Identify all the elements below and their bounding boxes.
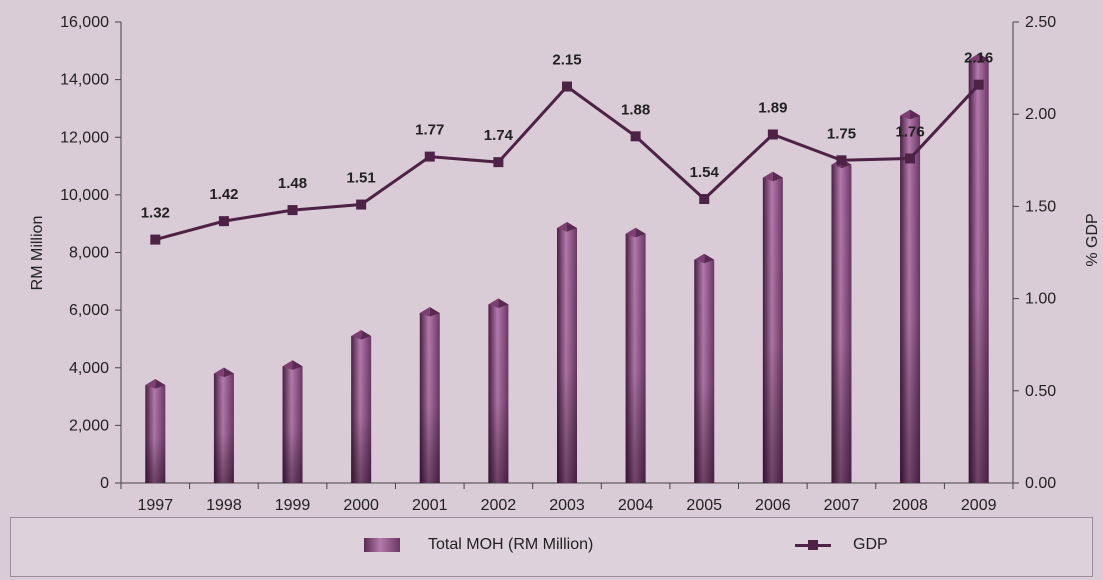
x-tick-label: 1999: [275, 497, 311, 514]
x-tick-label: 2006: [755, 497, 791, 514]
y2-tick-label: 0.50: [1025, 383, 1056, 400]
legend-line-swatch: [795, 538, 831, 552]
legend: Total MOH (RM Million) GDP: [10, 517, 1093, 577]
y-tick-label: 10,000: [60, 187, 109, 204]
y2-tick-label: 1.00: [1025, 291, 1056, 308]
y-tick-label: 12,000: [60, 129, 109, 146]
gdp-marker: [630, 131, 641, 142]
x-tick-label: 2001: [412, 497, 448, 514]
x-tick-label: 2009: [961, 497, 997, 514]
y2-tick-label: 2.50: [1025, 14, 1056, 31]
legend-item-moh: Total MOH (RM Million): [364, 536, 593, 554]
bar: [625, 227, 646, 483]
gdp-marker: [287, 205, 298, 216]
y-tick-label: 6,000: [69, 302, 109, 319]
gdp-marker: [424, 151, 435, 162]
legend-bar-swatch: [364, 538, 400, 552]
y2-axis-title: % GDP: [1084, 213, 1101, 266]
bar: [762, 171, 783, 483]
bar: [213, 367, 234, 483]
gdp-marker: [150, 234, 161, 245]
gdp-marker: [905, 153, 916, 164]
legend-label-gdp: GDP: [853, 536, 888, 553]
bar: [900, 109, 921, 483]
x-tick-label: 2007: [824, 497, 860, 514]
gdp-data-label: 1.42: [209, 186, 238, 203]
gdp-data-label: 2.15: [552, 52, 581, 69]
x-tick-label: 2005: [686, 497, 722, 514]
legend-item-gdp: GDP: [795, 536, 888, 554]
bar: [557, 222, 577, 483]
y2-tick-label: 1.50: [1025, 198, 1056, 215]
gdp-marker: [493, 157, 504, 168]
gdp-data-label: 1.74: [484, 127, 514, 144]
y-tick-label: 2,000: [69, 417, 109, 434]
bar: [419, 307, 440, 483]
bar: [488, 298, 509, 483]
bar: [694, 253, 715, 483]
gdp-data-label: 1.76: [895, 123, 924, 140]
gdp-data-label: 1.54: [690, 164, 720, 181]
gdp-data-label: 1.88: [621, 101, 650, 118]
gdp-data-label: 1.77: [415, 122, 444, 139]
gdp-data-label: 1.89: [758, 99, 787, 116]
y2-tick-label: 0.00: [1025, 475, 1056, 492]
bars-group: [145, 53, 989, 484]
x-tick-label: 2008: [892, 497, 928, 514]
gdp-data-label: 1.48: [278, 175, 307, 192]
bar: [968, 53, 989, 484]
gdp-marker: [218, 216, 229, 227]
legend-label-moh: Total MOH (RM Million): [428, 536, 594, 553]
gdp-marker: [562, 81, 572, 92]
gdp-line: [154, 83, 980, 242]
x-tick-label: 2002: [481, 497, 517, 514]
y-tick-label: 8,000: [69, 245, 109, 262]
gdp-marker: [836, 155, 847, 166]
gdp-marker: [356, 199, 367, 210]
gdp-marker: [973, 79, 984, 90]
x-tick-label: 2004: [618, 497, 654, 514]
gdp-data-label: 2.16: [964, 50, 993, 67]
y2-tick-label: 2.00: [1025, 106, 1056, 123]
bar: [282, 360, 303, 483]
gdp-data-label: 1.32: [141, 205, 170, 222]
y-tick-label: 4,000: [69, 360, 109, 377]
x-tick-label: 1998: [206, 497, 242, 514]
bar: [145, 379, 166, 483]
x-tick-label: 2003: [549, 497, 585, 514]
line-group: 1.32 1.42 1.48 1.51 1.77 1.74 2.15 1.88 1.54 1.89…: [141, 50, 993, 245]
chart-svg: 0 2,000 4,000 6,000 8,000 10,000 12,000 14,000 1…: [29, 14, 1101, 514]
y-tick-label: 14,000: [60, 72, 109, 89]
axes-group: 0 2,000 4,000 6,000 8,000 10,000 12,000 14,000 1…: [60, 14, 1056, 514]
gdp-marker: [767, 129, 778, 140]
bar: [831, 158, 852, 483]
gdp-data-label: 1.51: [347, 170, 376, 187]
gdp-data-label: 1.75: [827, 125, 856, 142]
x-tick-label: 1997: [138, 497, 174, 514]
x-tick-label: 2000: [343, 497, 379, 514]
bar: [351, 330, 372, 483]
gdp-marker: [699, 194, 710, 205]
y-tick-label: 16,000: [60, 14, 109, 31]
y-tick-label: 0: [100, 475, 109, 492]
y-axis-title: RM Million: [29, 216, 46, 291]
